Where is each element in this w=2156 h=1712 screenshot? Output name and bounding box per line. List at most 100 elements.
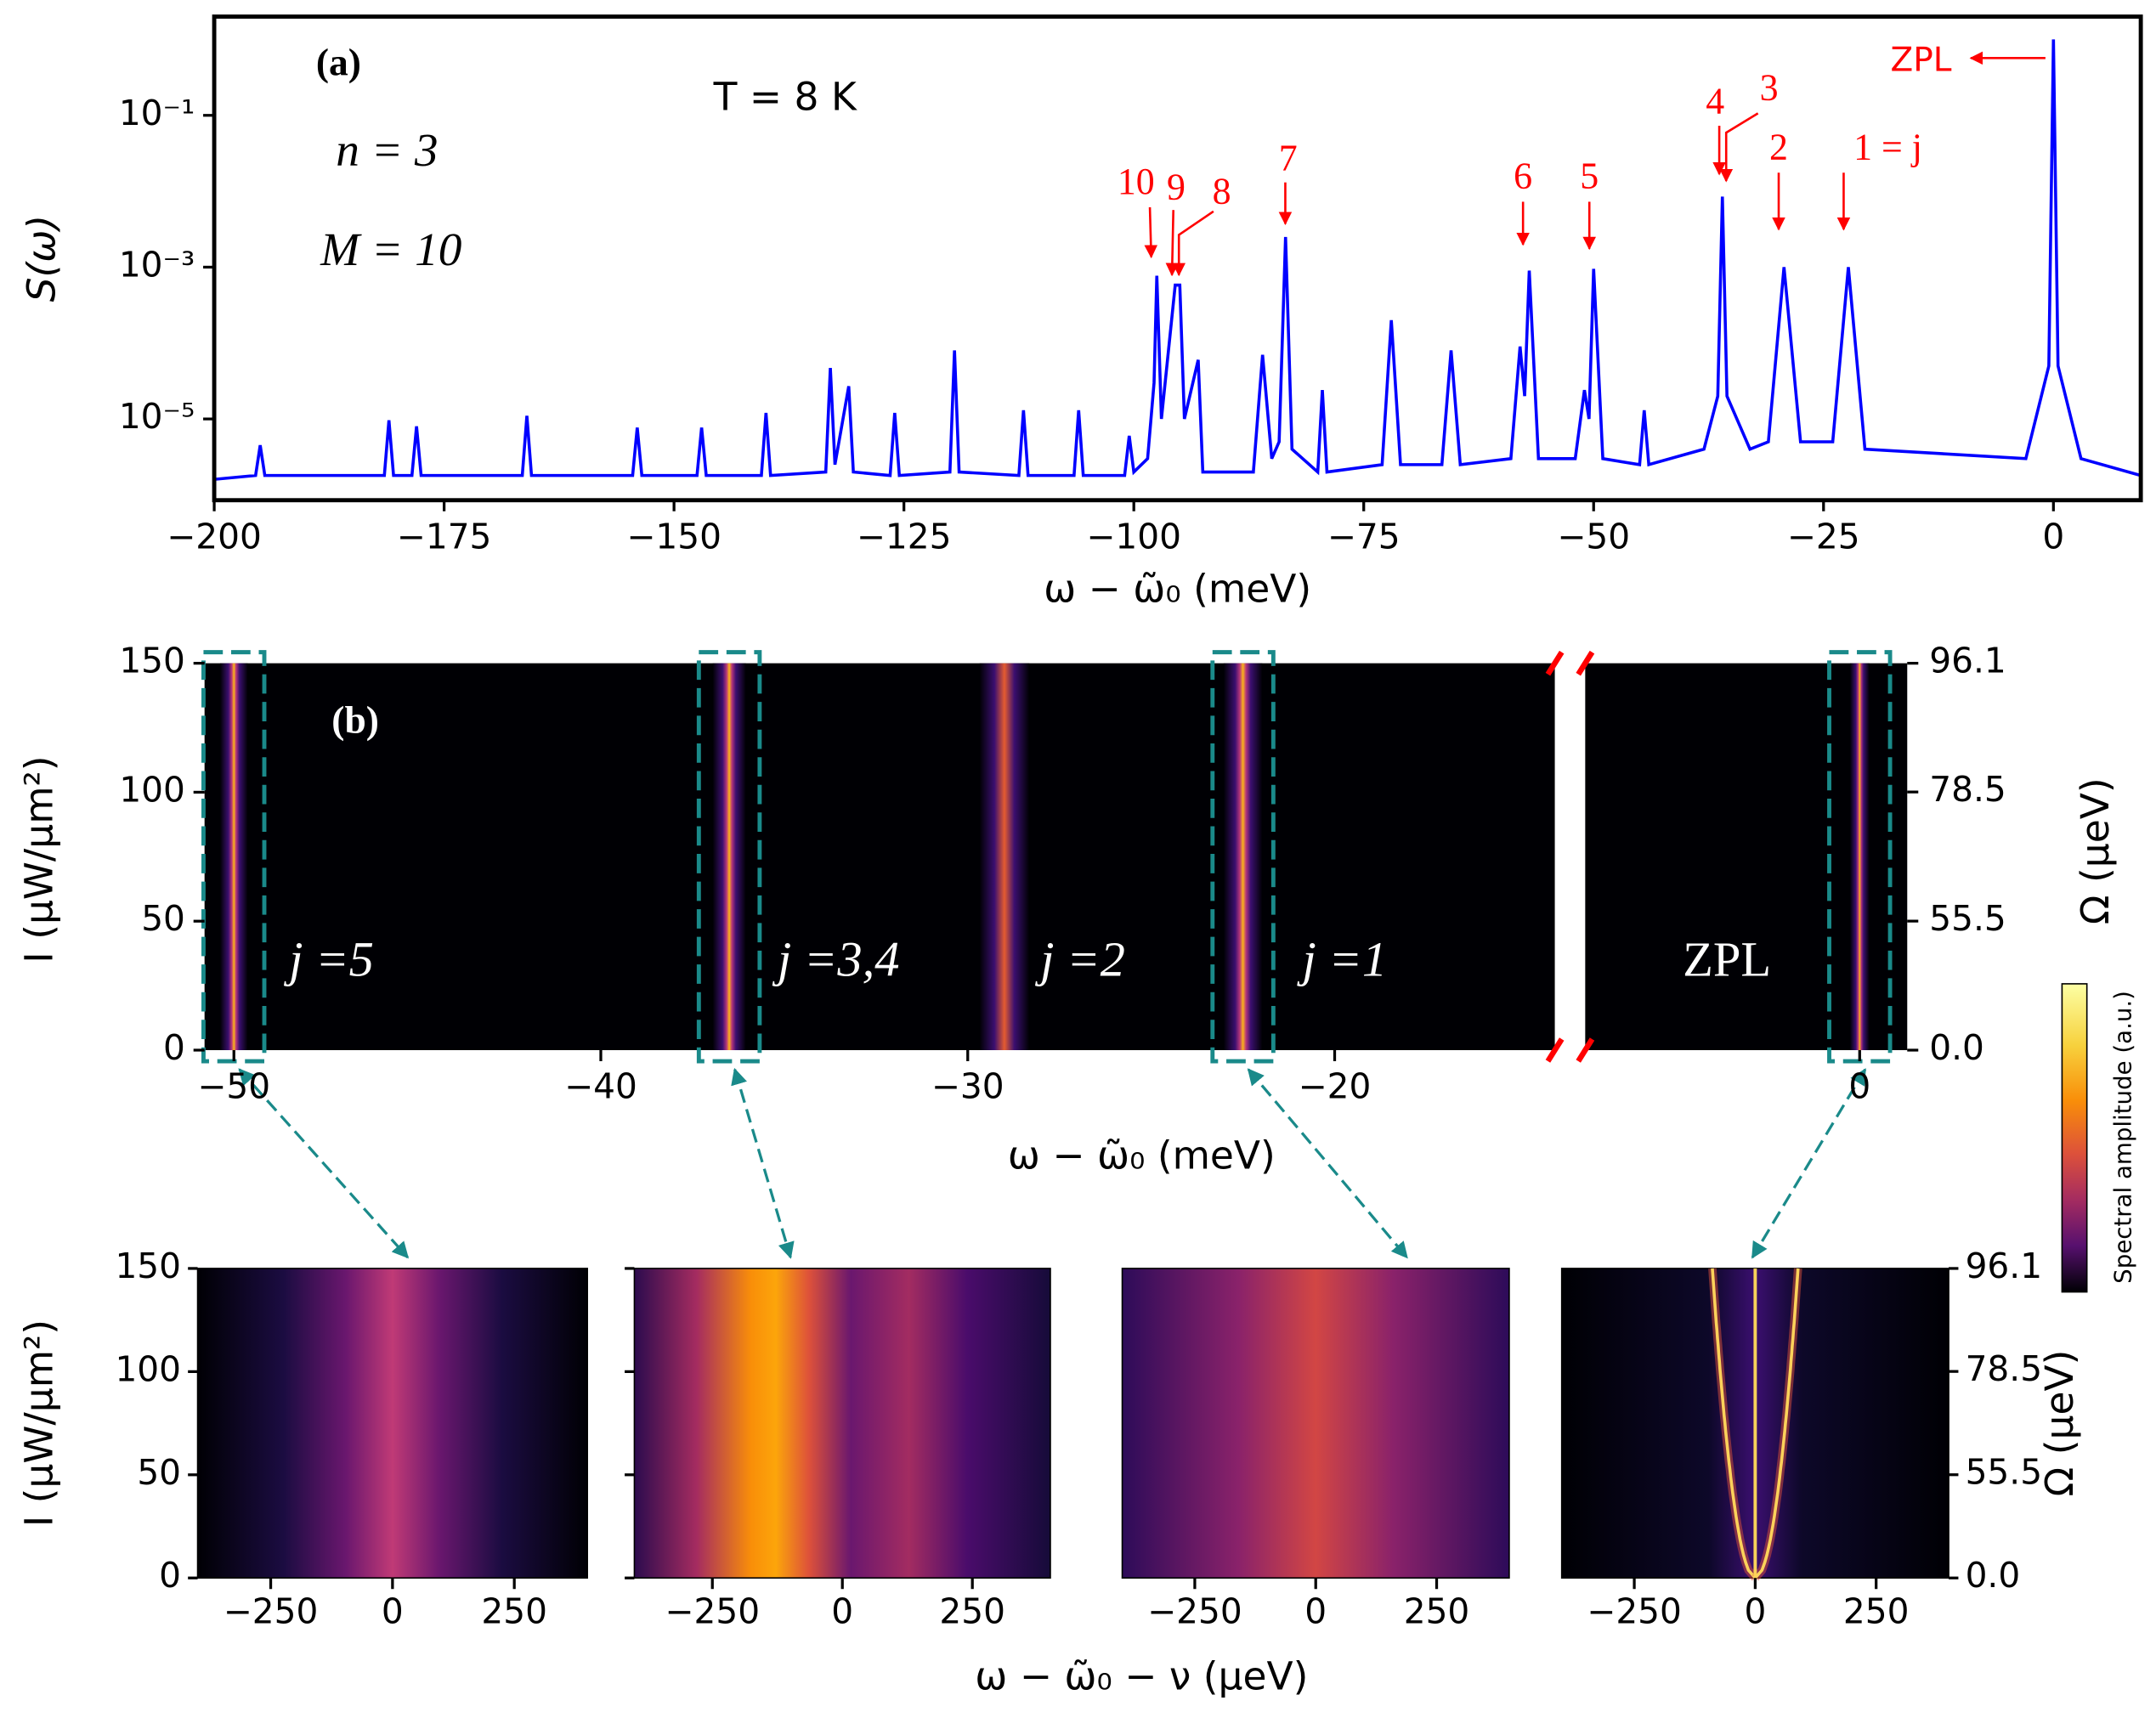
axis-break: [1576, 650, 1595, 676]
y-tick-label: 150: [115, 1246, 181, 1286]
annotation: n = 3: [336, 124, 438, 176]
x-tick-label: −250: [665, 1591, 760, 1632]
x-tick-label: −20: [1299, 1066, 1372, 1107]
x-tick-label: 250: [1843, 1591, 1910, 1632]
y-tick-label: 100: [115, 1348, 181, 1389]
line-label: j =1: [1297, 932, 1388, 987]
spectrum-line: [214, 39, 2142, 481]
peak-arrow: [1165, 210, 1180, 277]
peak-label: 4: [1706, 82, 1724, 122]
x-tick-label: 0: [2042, 516, 2064, 557]
y2-tick-label: 55.5: [1966, 1452, 2043, 1493]
x-tick-label: 250: [481, 1591, 547, 1632]
y-axis-label: S(ω): [20, 215, 65, 302]
peak-arrow: [1719, 112, 1759, 183]
x-tick-label: −30: [931, 1066, 1004, 1107]
y-tick-label: 10⁻¹: [119, 93, 195, 133]
spectral-line: [979, 663, 1030, 1050]
y-tick-label: 100: [119, 769, 185, 810]
peak-label: 1 = j: [1853, 127, 1922, 167]
y2-tick-label: 78.5: [1929, 769, 2006, 810]
y-tick-label: 0: [163, 1027, 185, 1068]
x-tick-label: −200: [167, 516, 262, 557]
spectral-line: [712, 663, 746, 1050]
y2-tick-label: 0.0: [1966, 1555, 2021, 1596]
peak-arrow: [1144, 206, 1158, 259]
annotation: M = 10: [320, 223, 461, 275]
plot-frame: [212, 14, 2143, 503]
x-tick-label: −175: [397, 516, 492, 557]
x-tick-label: −75: [1327, 516, 1401, 557]
line-label: ZPL: [1683, 932, 1771, 987]
heatmap-panel: [1121, 1268, 1510, 1579]
annotation: T = 8 K: [713, 75, 857, 120]
spectral-line: [1223, 663, 1263, 1050]
x-tick-label: −50: [197, 1066, 270, 1107]
peak-label: 8: [1213, 171, 1231, 212]
sideband: [1754, 1268, 1800, 1579]
x-tick-label: −25: [1787, 516, 1860, 557]
peak-label: 6: [1514, 156, 1532, 197]
y-tick-label: 10⁻⁵: [119, 396, 195, 437]
heatmap-panel: [633, 1268, 1051, 1579]
x-tick-label: −250: [224, 1591, 319, 1632]
x-tick-label: −50: [1557, 516, 1630, 557]
axis-break: [1576, 1037, 1595, 1063]
spectral-line: [219, 663, 248, 1050]
y2-tick-label: 96.1: [1966, 1246, 2043, 1286]
y2-tick-label: 55.5: [1929, 898, 2006, 939]
peak-label: 10: [1118, 161, 1155, 202]
y-tick-label: 10⁻³: [119, 244, 195, 285]
x-axis-label: ω − ω̃₀ − ν (μeV): [975, 1653, 1308, 1698]
y2-tick-label: 96.1: [1929, 641, 2006, 681]
y-tick-label: 150: [119, 641, 185, 681]
x-tick-label: 250: [939, 1591, 1005, 1632]
y2-axis-label: Ω (μeV): [2037, 1350, 2082, 1497]
heatmap-panel: [196, 1268, 588, 1579]
zoom-arrow: [731, 1067, 795, 1259]
x-tick-label: 0: [1848, 1066, 1870, 1107]
peak-label: 7: [1279, 138, 1298, 178]
spectral-line: [1849, 663, 1870, 1050]
axis-break: [1545, 1037, 1565, 1063]
heatmap-background: [204, 663, 1555, 1050]
x-tick-label: 0: [1304, 1591, 1327, 1632]
x-tick-label: 250: [1404, 1591, 1470, 1632]
x-tick-label: −250: [1587, 1591, 1682, 1632]
annotation: (a): [316, 41, 361, 84]
y-tick-label: 50: [137, 1452, 181, 1493]
x-tick-label: −125: [857, 516, 952, 557]
zoom-arrow: [238, 1068, 410, 1259]
y-tick-label: 50: [141, 898, 185, 939]
x-tick-label: 0: [382, 1591, 404, 1632]
x-tick-label: −100: [1086, 516, 1181, 557]
colorbar-label: Spectral amplitude (a.u.): [2109, 991, 2137, 1284]
peak-label: ZPL: [1891, 42, 1952, 80]
zoom-box: [1210, 650, 1276, 1064]
peak-label: 5: [1580, 156, 1599, 197]
zoom-arrow: [1751, 1068, 1867, 1259]
peak-arrow: [1172, 210, 1214, 277]
peak-label: 9: [1167, 167, 1186, 208]
x-tick-label: −40: [564, 1066, 637, 1107]
y2-tick-label: 78.5: [1966, 1348, 2043, 1389]
panel-label: (b): [331, 698, 379, 742]
line-label: j =5: [283, 932, 374, 987]
x-tick-label: 0: [1744, 1591, 1766, 1632]
x-axis-label: ω − ω̃₀ (meV): [1008, 1133, 1276, 1178]
line-label: j =2: [1034, 932, 1125, 987]
y2-axis-label: Ω (μeV): [2073, 777, 2118, 924]
x-tick-label: 0: [831, 1591, 853, 1632]
y-axis-label: I (μW/μm²): [16, 1319, 61, 1527]
sideband: [1711, 1268, 1757, 1579]
y-tick-label: 0: [159, 1555, 181, 1596]
x-tick-label: −250: [1147, 1591, 1242, 1632]
peak-label: 3: [1760, 67, 1779, 108]
axis-break: [1545, 650, 1565, 676]
x-axis-label: ω − ω̃₀ (meV): [1044, 567, 1311, 612]
peak-label: 2: [1769, 127, 1788, 167]
colorbar: [2061, 983, 2088, 1293]
y2-tick-label: 0.0: [1929, 1027, 1984, 1068]
x-tick-label: −150: [626, 516, 721, 557]
